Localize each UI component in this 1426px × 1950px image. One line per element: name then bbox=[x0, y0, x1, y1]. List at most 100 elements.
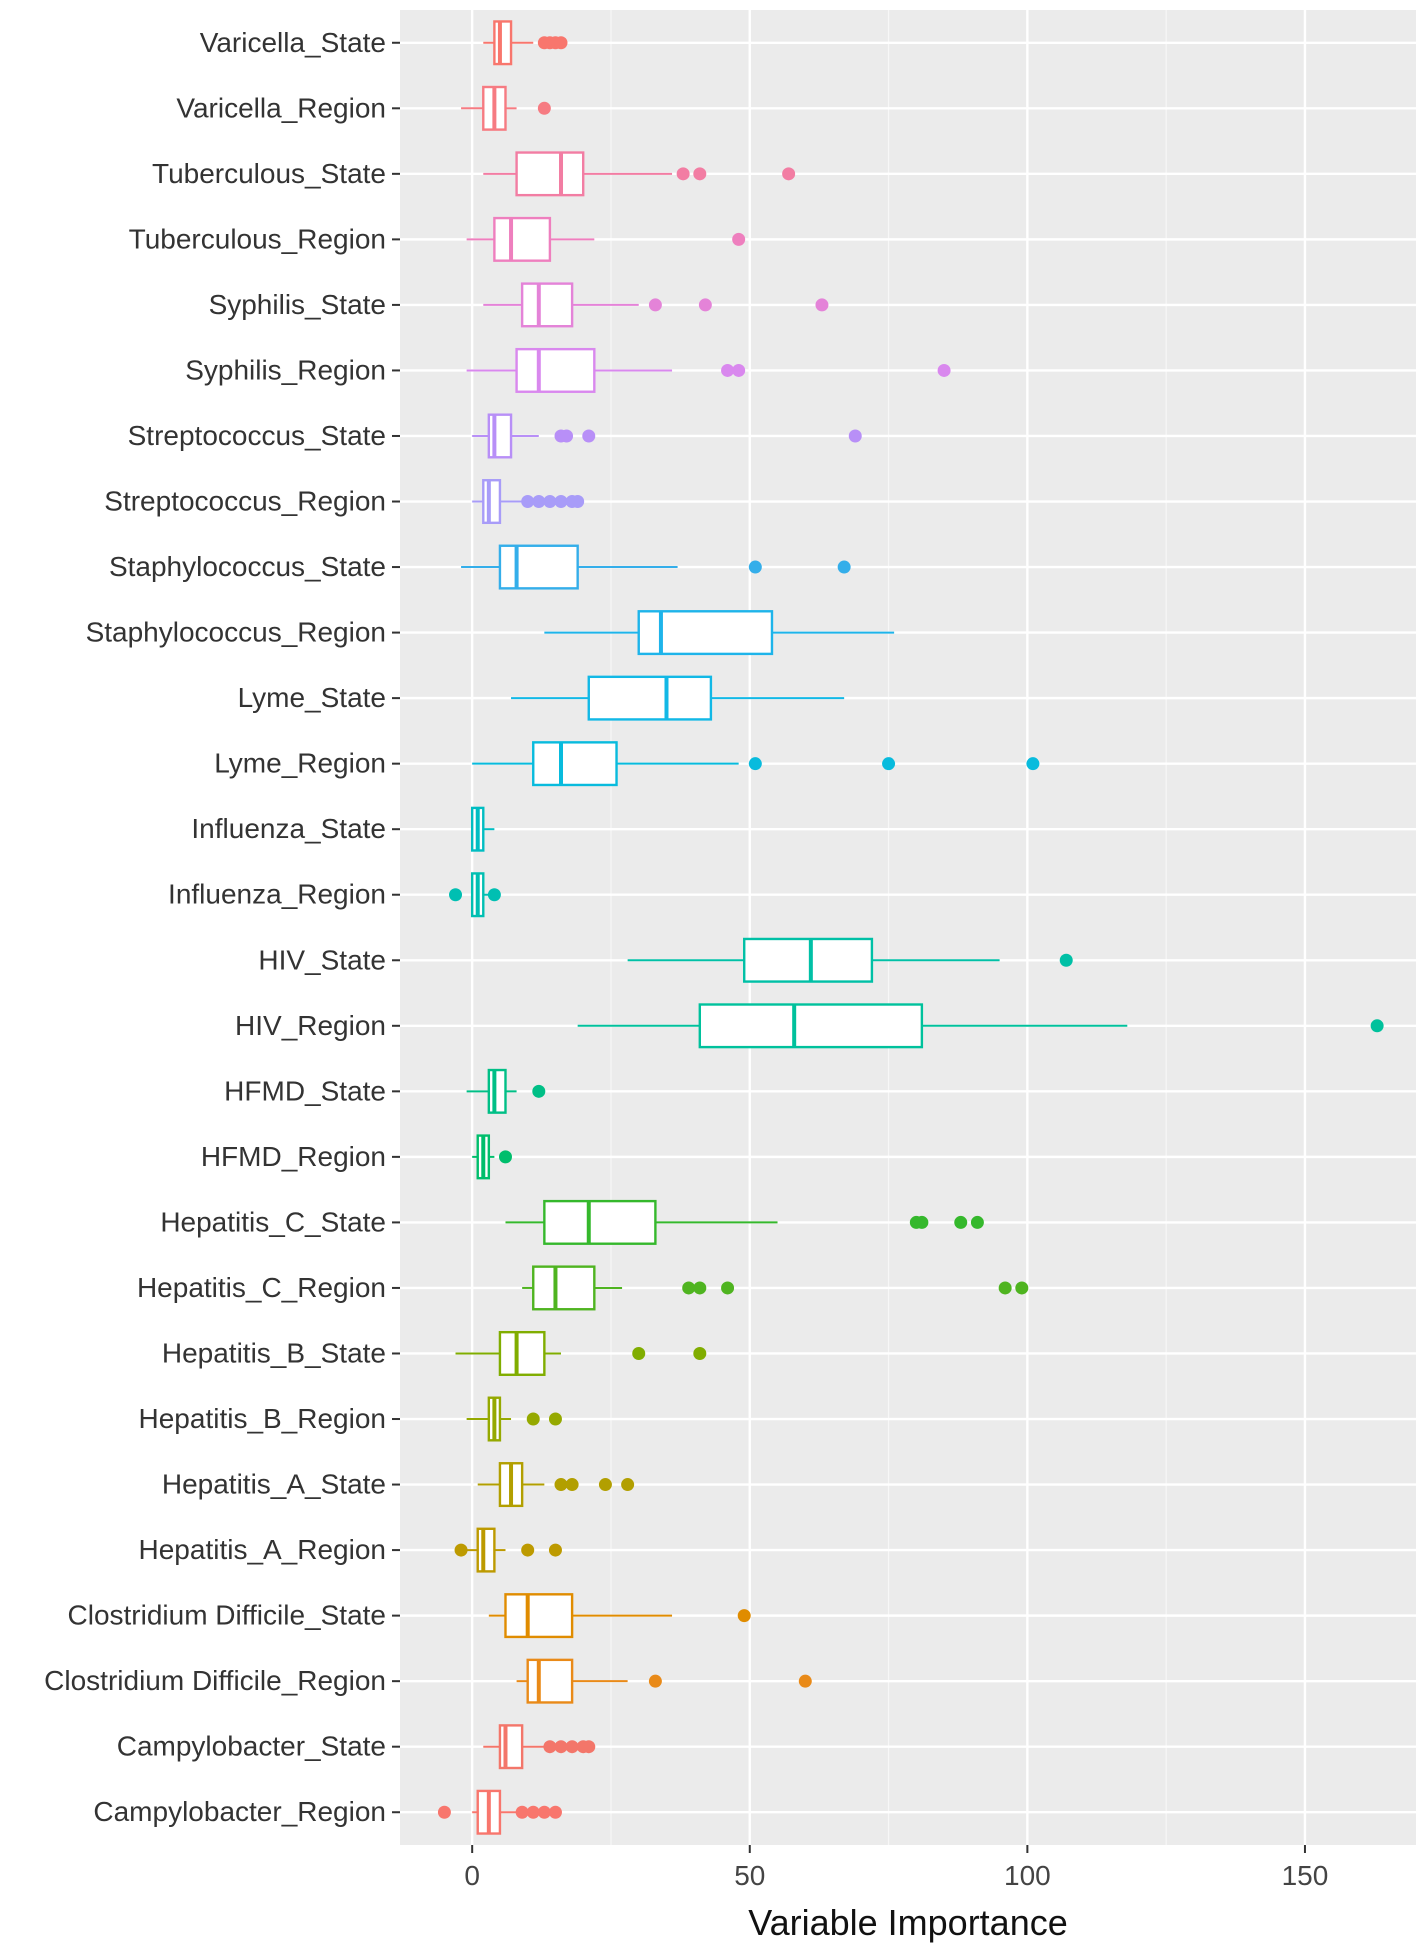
y-tick-label: Campylobacter_Region bbox=[93, 1796, 386, 1827]
outlier-point bbox=[449, 888, 463, 902]
y-tick-label: Syphilis_Region bbox=[185, 354, 386, 385]
outlier-point bbox=[748, 560, 762, 574]
y-tick-label: Hepatitis_C_State bbox=[160, 1206, 386, 1237]
outlier-point bbox=[582, 429, 596, 443]
outlier-point bbox=[721, 363, 735, 377]
boxplot-clostridium-difficile-state bbox=[488, 1593, 751, 1639]
x-tick-label: 100 bbox=[1004, 1860, 1051, 1891]
boxplot-hfmd-state bbox=[466, 1068, 546, 1114]
outlier-point bbox=[798, 1674, 812, 1688]
outlier-point bbox=[543, 1740, 557, 1754]
boxplot-lyme-region bbox=[472, 741, 1040, 787]
outlier-point bbox=[937, 363, 951, 377]
y-tick-label: Staphylococcus_State bbox=[109, 551, 386, 582]
outlier-point bbox=[1026, 757, 1040, 771]
boxplot-hepatitis-b-region bbox=[466, 1396, 562, 1442]
iqr-box bbox=[515, 151, 585, 197]
iqr-box bbox=[476, 1527, 496, 1573]
outlier-point bbox=[537, 101, 551, 115]
boxplot-series bbox=[437, 20, 1384, 1835]
boxplot-campylobacter-state bbox=[483, 1724, 596, 1770]
y-tick-label: Streptococcus_Region bbox=[104, 486, 386, 517]
boxplot-tuberculous-state bbox=[483, 151, 796, 197]
outlier-point bbox=[554, 1478, 568, 1492]
outlier-point bbox=[598, 1478, 612, 1492]
y-tick-label: Influenza_Region bbox=[168, 879, 386, 910]
y-tick-label: Hepatitis_A_State bbox=[162, 1469, 386, 1500]
iqr-box bbox=[743, 937, 874, 983]
y-tick-label: Hepatitis_A_Region bbox=[139, 1534, 387, 1565]
boxplot-syphilis-state bbox=[483, 282, 829, 328]
outlier-point bbox=[1015, 1281, 1029, 1295]
outlier-point bbox=[632, 1346, 646, 1360]
boxplot-lyme-state bbox=[511, 675, 845, 721]
iqr-box bbox=[532, 1265, 596, 1311]
iqr-box bbox=[520, 282, 574, 328]
boxplot-campylobacter-region bbox=[437, 1789, 562, 1835]
outlier-point bbox=[954, 1215, 968, 1229]
iqr-box bbox=[526, 1658, 574, 1704]
outlier-point bbox=[454, 1543, 468, 1557]
outlier-point bbox=[682, 1281, 696, 1295]
y-tick-label: HIV_State bbox=[258, 944, 386, 975]
outlier-point bbox=[737, 1609, 751, 1623]
y-tick-label: Hepatitis_B_Region bbox=[139, 1403, 387, 1434]
y-tick-label: Lyme_Region bbox=[214, 748, 386, 779]
iqr-box bbox=[498, 1330, 546, 1376]
outlier-point bbox=[526, 1412, 540, 1426]
outlier-point bbox=[554, 36, 568, 50]
y-axis: Varicella_State Varicella_Region Tuberculo… bbox=[44, 27, 400, 1827]
boxplot-varicella-state bbox=[483, 20, 568, 66]
boxplot-hfmd-region bbox=[472, 1134, 512, 1180]
iqr-box bbox=[498, 544, 579, 590]
x-tick-label: 50 bbox=[734, 1860, 765, 1891]
boxplot-hepatitis-a-region bbox=[454, 1527, 562, 1573]
y-tick-label: Varicella_State bbox=[200, 27, 386, 58]
iqr-box bbox=[532, 741, 618, 787]
boxplot-tuberculous-region bbox=[466, 216, 746, 262]
y-tick-label: Varicella_Region bbox=[176, 92, 386, 123]
iqr-box bbox=[587, 675, 713, 721]
iqr-box bbox=[543, 1199, 657, 1245]
outlier-point bbox=[532, 1084, 546, 1098]
outlier-point bbox=[676, 167, 690, 181]
y-tick-label: Tuberculous_State bbox=[152, 158, 386, 189]
iqr-box bbox=[482, 479, 502, 525]
outlier-point bbox=[571, 495, 585, 509]
outlier-point bbox=[732, 232, 746, 246]
iqr-box bbox=[498, 1724, 524, 1770]
y-tick-label: Hepatitis_C_Region bbox=[137, 1272, 386, 1303]
boxplot-hepatitis-c-region bbox=[522, 1265, 1029, 1311]
outlier-point bbox=[998, 1281, 1012, 1295]
iqr-box bbox=[487, 1068, 507, 1114]
outlier-point bbox=[548, 1543, 562, 1557]
iqr-box bbox=[515, 347, 596, 393]
y-tick-label: Streptococcus_State bbox=[128, 420, 386, 451]
outlier-point bbox=[532, 495, 546, 509]
outlier-point bbox=[693, 167, 707, 181]
outlier-point bbox=[970, 1215, 984, 1229]
iqr-box bbox=[493, 20, 513, 66]
boxplot-hiv-state bbox=[627, 937, 1073, 983]
boxplot-influenza-region bbox=[449, 872, 501, 918]
outlier-point bbox=[848, 429, 862, 443]
outlier-point bbox=[837, 560, 851, 574]
outlier-point bbox=[621, 1478, 635, 1492]
iqr-box bbox=[698, 1003, 924, 1049]
outlier-point bbox=[565, 1740, 579, 1754]
boxplot-syphilis-region bbox=[466, 347, 951, 393]
outlier-point bbox=[543, 495, 557, 509]
outlier-point bbox=[748, 757, 762, 771]
outlier-point bbox=[487, 888, 501, 902]
outlier-point bbox=[882, 757, 896, 771]
boxplot-hepatitis-c-state bbox=[505, 1199, 984, 1245]
outlier-point bbox=[648, 1674, 662, 1688]
iqr-box bbox=[504, 1593, 574, 1639]
boxplot-hepatitis-b-state bbox=[455, 1330, 707, 1376]
y-tick-label: Lyme_State bbox=[238, 682, 386, 713]
outlier-point bbox=[693, 1346, 707, 1360]
outlier-point bbox=[537, 1805, 551, 1819]
iqr-box bbox=[637, 610, 774, 656]
y-tick-label: HFMD_Region bbox=[201, 1141, 386, 1172]
iqr-box bbox=[487, 413, 513, 459]
